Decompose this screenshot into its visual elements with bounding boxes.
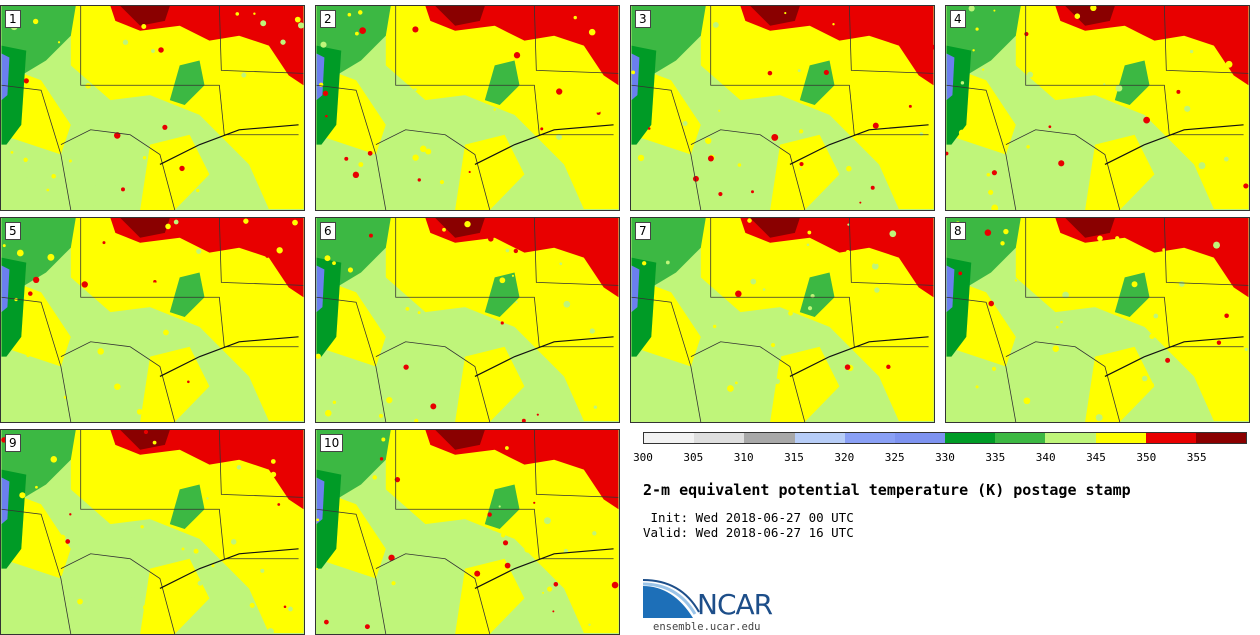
init-time: Init: Wed 2018-06-27 00 UTC (643, 510, 854, 525)
colorbar-swatch (894, 433, 946, 443)
member-map-4: 4 (945, 5, 1250, 211)
member-map-3: 3 (630, 5, 935, 211)
colorbar-tick-label: 315 (784, 451, 804, 464)
colorbar (643, 432, 1247, 444)
colorbar-swatch (1095, 433, 1146, 443)
colorbar-swatch (995, 433, 1046, 443)
map-canvas (946, 218, 1249, 422)
colorbar-swatch (945, 433, 996, 443)
map-canvas (316, 6, 619, 210)
member-map-6: 6 (315, 217, 620, 423)
map-canvas (316, 430, 619, 634)
colorbar-tick-label: 330 (935, 451, 955, 464)
colorbar-swatch (644, 433, 695, 443)
colorbar-swatch (1195, 433, 1247, 443)
member-map-9: 9 (0, 429, 305, 635)
map-canvas (1, 430, 304, 634)
member-map-10: 10 (315, 429, 620, 635)
colorbar-swatch (744, 433, 795, 443)
colorbar-tick-label: 345 (1086, 451, 1106, 464)
logo-url: ensemble.ucar.edu (653, 621, 761, 633)
member-map-1: 1 (0, 5, 305, 211)
map-canvas (1, 6, 304, 210)
member-label: 9 (5, 434, 21, 452)
member-label: 1 (5, 10, 21, 28)
colorbar-tick-label: 350 (1136, 451, 1157, 464)
colorbar-swatch (794, 433, 845, 443)
colorbar-swatch (694, 433, 745, 443)
member-map-5: 5 (0, 217, 305, 423)
colorbar-tick-label: 355 (1186, 451, 1207, 464)
map-canvas (316, 218, 619, 422)
colorbar-swatch (844, 433, 895, 443)
valid-time: Valid: Wed 2018-06-27 16 UTC (643, 525, 854, 540)
colorbar-tick-label: 340 (1035, 451, 1056, 464)
colorbar-swatch (1145, 433, 1196, 443)
map-canvas (1, 218, 304, 422)
logo-wordmark: NCAR (697, 588, 773, 621)
member-label: 2 (320, 10, 336, 28)
member-label: 6 (320, 222, 336, 240)
member-map-8: 8 (945, 217, 1250, 423)
plot-title: 2-m equivalent potential temperature (K)… (643, 481, 1131, 499)
colorbar-tick-label: 310 (733, 451, 754, 464)
colorbar-tick-label: 305 (683, 451, 704, 464)
colorbar-tick-label: 335 (985, 451, 1006, 464)
colorbar-tick-label: 300 (633, 451, 653, 464)
colorbar-tick-labels: 300 305 310 315 320 325 330 335 340 345 350 355 (633, 451, 1247, 465)
colorbar-tick-label: 325 (884, 451, 905, 464)
member-label: 3 (635, 10, 651, 28)
ncar-logo-icon (643, 579, 700, 618)
map-canvas (631, 6, 934, 210)
colorbar-tick-label: 320 (834, 451, 855, 464)
member-label: 8 (950, 222, 966, 240)
member-map-2: 2 (315, 5, 620, 211)
member-label: 5 (5, 222, 21, 240)
member-label: 4 (950, 10, 966, 28)
member-map-7: 7 (630, 217, 935, 423)
member-label: 7 (635, 222, 651, 240)
map-canvas (631, 218, 934, 422)
member-label: 10 (320, 434, 344, 452)
map-canvas (946, 6, 1249, 210)
colorbar-swatch (1045, 433, 1096, 443)
